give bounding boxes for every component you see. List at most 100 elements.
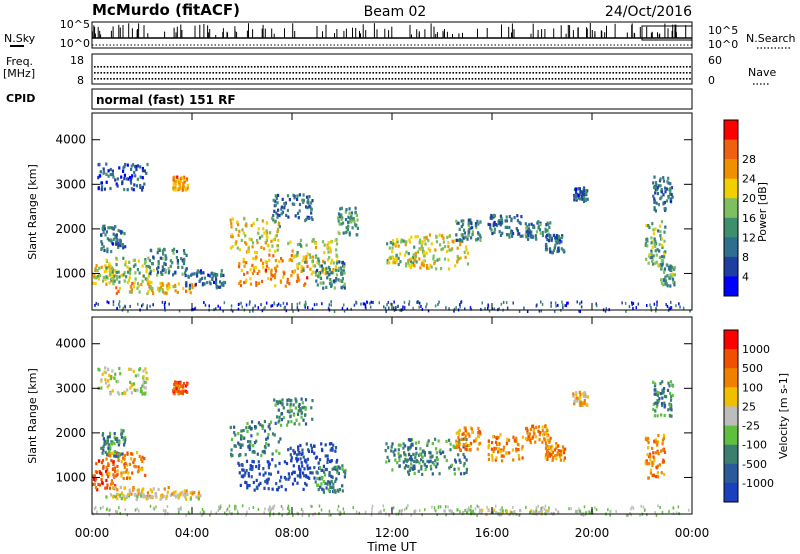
heatmap-cell	[647, 261, 650, 265]
heatmap-cell	[149, 488, 152, 492]
heatmap-cell	[179, 491, 182, 495]
heatmap-cell	[335, 460, 338, 464]
heatmap-cell	[425, 464, 428, 469]
heatmap-cell	[327, 306, 330, 310]
heatmap-cell	[661, 438, 664, 442]
heatmap-cell	[559, 449, 562, 453]
heatmap-cell	[428, 248, 431, 252]
heatmap-cell	[426, 302, 428, 306]
heatmap-cell	[231, 233, 234, 237]
heatmap-cell	[321, 270, 324, 275]
freq-mark	[366, 72, 368, 74]
freq-mark	[529, 66, 531, 68]
heatmap-cell	[113, 441, 116, 446]
heatmap-cell	[459, 447, 462, 452]
heatmap-cell	[122, 256, 125, 260]
heatmap-cell	[134, 388, 137, 393]
heatmap-cell	[114, 454, 117, 458]
freq-mark	[103, 66, 106, 68]
heatmap-cell	[557, 452, 560, 456]
heatmap-cell	[132, 264, 136, 268]
heatmap-cell	[118, 506, 120, 510]
freq-mark	[138, 78, 141, 80]
heatmap-cell	[499, 450, 503, 454]
heatmap-cell	[272, 238, 275, 242]
heatmap-cell	[110, 375, 113, 379]
heatmap-cell	[140, 283, 143, 287]
heatmap-cell	[454, 264, 457, 268]
freq-mark	[126, 66, 128, 68]
heatmap-cell	[532, 435, 535, 439]
heatmap-cell	[651, 473, 654, 478]
freq-mark	[385, 72, 387, 74]
freq-mark	[369, 66, 371, 68]
freq-mark	[474, 78, 477, 80]
heatmap-cell	[644, 241, 648, 246]
freq-mark	[119, 78, 122, 80]
heatmap-cell	[108, 383, 111, 387]
heatmap-cell	[316, 260, 319, 264]
heatmap-cell	[333, 310, 336, 313]
heatmap-cell	[506, 233, 509, 237]
heatmap-cell	[395, 259, 398, 263]
freq-mark	[577, 72, 579, 74]
heatmap-cell	[499, 214, 502, 218]
heatmap-cell	[236, 246, 239, 250]
heatmap-cell	[161, 281, 164, 286]
heatmap-cell	[470, 510, 473, 514]
heatmap-cell	[475, 238, 478, 242]
heatmap-cell	[114, 495, 117, 499]
heatmap-cell	[404, 444, 407, 448]
freq-mark	[289, 72, 291, 74]
heatmap-cell	[661, 263, 664, 267]
freq-mark	[465, 66, 467, 68]
heatmap-cell	[310, 216, 313, 220]
freq-mark	[334, 66, 336, 68]
heatmap-cell	[670, 408, 673, 412]
heatmap-cell	[181, 390, 184, 394]
heatmap-cell	[268, 427, 272, 431]
freq-mark	[414, 78, 416, 80]
heatmap-cell	[109, 270, 113, 275]
heatmap-cell	[269, 509, 272, 513]
heatmap-cell	[288, 410, 291, 414]
heatmap-cell	[311, 471, 314, 475]
heatmap-cell	[293, 450, 296, 454]
heatmap-cell	[241, 443, 244, 447]
heatmap-cell	[296, 481, 299, 485]
heatmap-cell	[390, 302, 392, 306]
heatmap-cell	[235, 505, 237, 509]
heatmap-cell	[508, 235, 511, 239]
freq-mark	[462, 66, 464, 68]
heatmap-cell	[307, 216, 311, 220]
heatmap-cell	[178, 510, 180, 514]
heatmap-cell	[650, 255, 654, 259]
heatmap-cell	[241, 463, 244, 467]
heatmap-cell	[233, 431, 236, 435]
heatmap-cell	[177, 507, 179, 511]
heatmap-cell	[123, 187, 126, 192]
heatmap-cell	[100, 246, 103, 251]
heatmap-cell	[501, 459, 504, 463]
heatmap-cell	[336, 255, 339, 259]
freq-mark	[596, 72, 598, 74]
freq-mark	[327, 72, 330, 74]
freq-mark	[657, 78, 659, 80]
freq-mark	[628, 66, 630, 68]
heatmap-cell	[161, 249, 164, 253]
heatmap-cell	[126, 451, 129, 455]
heatmap-cell	[292, 514, 294, 517]
heatmap-cell	[295, 418, 298, 422]
heatmap-cell	[174, 289, 177, 293]
heatmap-cell	[284, 477, 288, 481]
heatmap-cell	[97, 277, 100, 281]
heatmap-cell	[433, 463, 436, 467]
freq-mark	[650, 66, 653, 68]
heatmap-cell	[161, 288, 164, 292]
heatmap-cell	[667, 408, 670, 412]
heatmap-cell	[115, 256, 118, 260]
heatmap-cell	[362, 302, 365, 306]
heatmap-cell	[120, 460, 123, 464]
heatmap-cell	[431, 505, 433, 509]
heatmap-cell	[459, 256, 462, 260]
